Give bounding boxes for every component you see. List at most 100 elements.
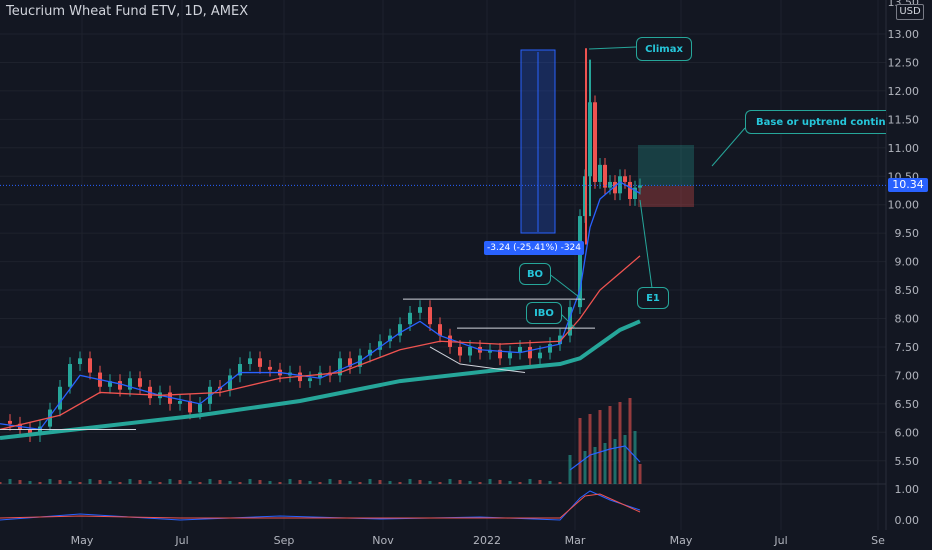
candle-body <box>628 181 632 200</box>
volume-bar <box>8 479 12 484</box>
y-tick-label: 6.50 <box>895 398 920 411</box>
volume-bar <box>468 481 472 484</box>
volume-bar <box>358 482 362 484</box>
volume-bar <box>458 480 462 484</box>
volume-bar <box>388 481 392 484</box>
candle-body <box>178 401 182 404</box>
volume-bar <box>318 482 322 484</box>
candle-body <box>188 401 192 413</box>
pointer-ibo <box>559 312 576 329</box>
candle-body <box>88 358 92 373</box>
y-tick-label: 11.50 <box>888 113 920 126</box>
volume-bar <box>548 481 552 484</box>
candle-body <box>258 358 262 367</box>
cup-line <box>429 346 526 374</box>
time-axis: May Jul Sep Nov 2022 Mar May Jul Se <box>71 534 885 547</box>
pointer-base <box>711 127 746 167</box>
callout-bo[interactable]: BO <box>519 263 551 285</box>
candle-body <box>248 358 252 365</box>
volume-bar <box>328 479 332 484</box>
candle-body <box>198 403 202 413</box>
volume-bar <box>418 480 422 484</box>
volume-bar <box>18 480 22 484</box>
callout-ibo[interactable]: IBO <box>526 302 562 324</box>
candle-body <box>388 335 392 342</box>
volume-bar <box>588 414 592 484</box>
volume-average <box>569 445 641 471</box>
volume-bar <box>428 481 432 484</box>
candle-body <box>108 381 112 387</box>
volume-bar <box>228 481 232 484</box>
volume-bar <box>118 482 122 484</box>
volume-bar <box>603 443 607 484</box>
measure-label: -3.24 (-25.41%) -324 <box>484 241 584 255</box>
volume-bar <box>208 479 212 484</box>
volume-bar <box>28 481 32 484</box>
volume-bar <box>508 481 512 484</box>
volume-bar <box>178 480 182 484</box>
y-tick-label: 5.50 <box>895 455 920 468</box>
candle-body <box>408 312 412 325</box>
candle-body <box>338 358 342 376</box>
volume-bar <box>613 439 617 484</box>
x-tick-label: Jul <box>174 534 188 547</box>
volume-bar <box>128 479 132 484</box>
callout-base-continuation[interactable]: Base or uptrend continuation <box>745 110 886 134</box>
volume-bar <box>38 482 42 484</box>
moving-average-line <box>0 255 641 431</box>
volume-bar <box>158 482 162 484</box>
volume-bar <box>338 480 342 484</box>
volume-bar <box>238 482 242 484</box>
volume-bar <box>583 451 587 484</box>
candle-body <box>548 344 552 353</box>
candle-body <box>128 378 132 390</box>
candle-body <box>318 372 322 379</box>
volume-bar <box>518 482 522 484</box>
volume-bar <box>288 479 292 484</box>
candle-body <box>598 164 602 182</box>
oscillator-line-2 <box>0 493 641 519</box>
candle-body <box>228 375 232 390</box>
volume-bar <box>448 479 452 484</box>
volume-bar <box>378 480 382 484</box>
x-tick-label: Nov <box>372 534 394 547</box>
candle-body <box>528 346 532 359</box>
candle-body <box>488 349 492 353</box>
y-tick-label: 6.00 <box>895 426 920 439</box>
currency-badge[interactable]: USD <box>896 4 924 20</box>
y-tick-label: 11.00 <box>888 142 920 155</box>
candle-body <box>613 181 617 194</box>
x-tick-label: May <box>670 534 693 547</box>
candle-body <box>368 349 372 356</box>
volume-bar <box>68 481 72 484</box>
volume-bar <box>618 402 622 484</box>
candle-body <box>58 386 62 410</box>
candle-body <box>633 187 637 200</box>
volume-bar <box>488 479 492 484</box>
candle-body <box>593 102 597 182</box>
volume-bar <box>248 479 252 484</box>
volume-bar <box>148 481 152 484</box>
y-tick-label: 9.00 <box>895 256 920 269</box>
candle-body <box>68 364 72 387</box>
chart-title: Teucrium Wheat Fund ETV, 1D, AMEX <box>6 4 249 19</box>
callout-climax[interactable]: Climax <box>636 37 692 61</box>
volume-bar <box>438 482 442 484</box>
volume-bar <box>298 480 302 484</box>
risk-zone <box>638 186 694 207</box>
candle-body <box>38 426 42 436</box>
volume-bar <box>168 479 172 484</box>
candle-body <box>28 429 32 436</box>
candle-body <box>603 164 607 188</box>
volume-bar <box>58 480 62 484</box>
y-tick-label: 12.00 <box>888 85 920 98</box>
volume-bar <box>528 479 532 484</box>
volume-bar <box>278 482 282 484</box>
candle-body <box>308 378 312 382</box>
candle-body <box>138 378 142 387</box>
volume-bar <box>558 482 562 484</box>
x-tick-label: Jul <box>773 534 787 547</box>
callout-e1[interactable]: E1 <box>637 287 669 309</box>
moving-average-line <box>0 181 641 431</box>
